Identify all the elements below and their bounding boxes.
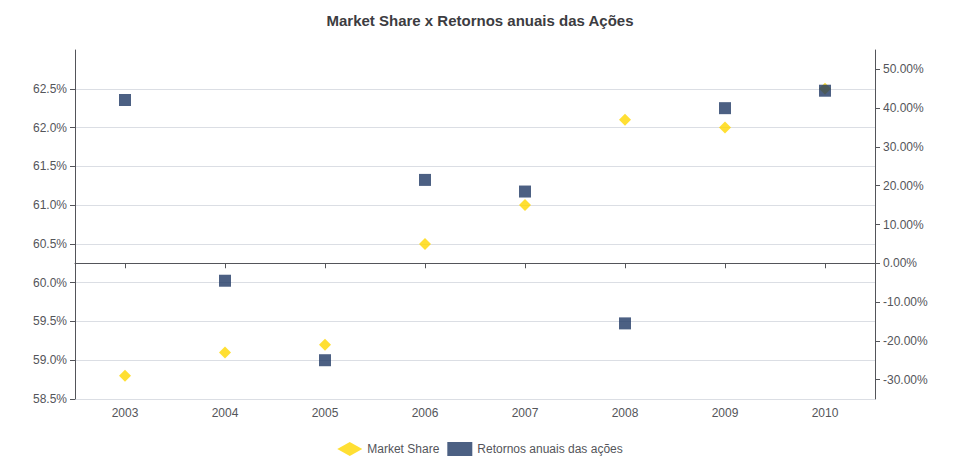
svg-text:-20.00%: -20.00% <box>883 334 928 348</box>
svg-text:2003: 2003 <box>112 406 139 420</box>
svg-text:2007: 2007 <box>512 406 539 420</box>
svg-text:60.5%: 60.5% <box>33 237 67 251</box>
svg-text:59.0%: 59.0% <box>33 353 67 367</box>
svg-text:40.00%: 40.00% <box>883 101 924 115</box>
svg-text:0.00%: 0.00% <box>883 256 917 270</box>
svg-text:2006: 2006 <box>412 406 439 420</box>
svg-text:58.5%: 58.5% <box>33 392 67 406</box>
svg-text:Market Share: Market Share <box>367 442 439 456</box>
svg-text:2005: 2005 <box>312 406 339 420</box>
svg-text:30.00%: 30.00% <box>883 140 924 154</box>
svg-text:61.0%: 61.0% <box>33 198 67 212</box>
svg-text:-30.00%: -30.00% <box>883 373 928 387</box>
svg-text:61.5%: 61.5% <box>33 159 67 173</box>
svg-text:-10.00%: -10.00% <box>883 295 928 309</box>
svg-text:Retornos anuais das ações: Retornos anuais das ações <box>477 442 622 456</box>
svg-text:10.00%: 10.00% <box>883 218 924 232</box>
svg-text:62.0%: 62.0% <box>33 121 67 135</box>
svg-text:2008: 2008 <box>612 406 639 420</box>
svg-text:59.5%: 59.5% <box>33 314 67 328</box>
svg-text:2004: 2004 <box>212 406 239 420</box>
svg-text:60.0%: 60.0% <box>33 276 67 290</box>
svg-text:2010: 2010 <box>812 406 839 420</box>
svg-text:Market Share x Retornos anuais: Market Share x Retornos anuais das Ações <box>326 12 633 29</box>
svg-text:2009: 2009 <box>712 406 739 420</box>
svg-text:50.00%: 50.00% <box>883 62 924 76</box>
svg-text:62.5%: 62.5% <box>33 82 67 96</box>
svg-text:20.00%: 20.00% <box>883 179 924 193</box>
